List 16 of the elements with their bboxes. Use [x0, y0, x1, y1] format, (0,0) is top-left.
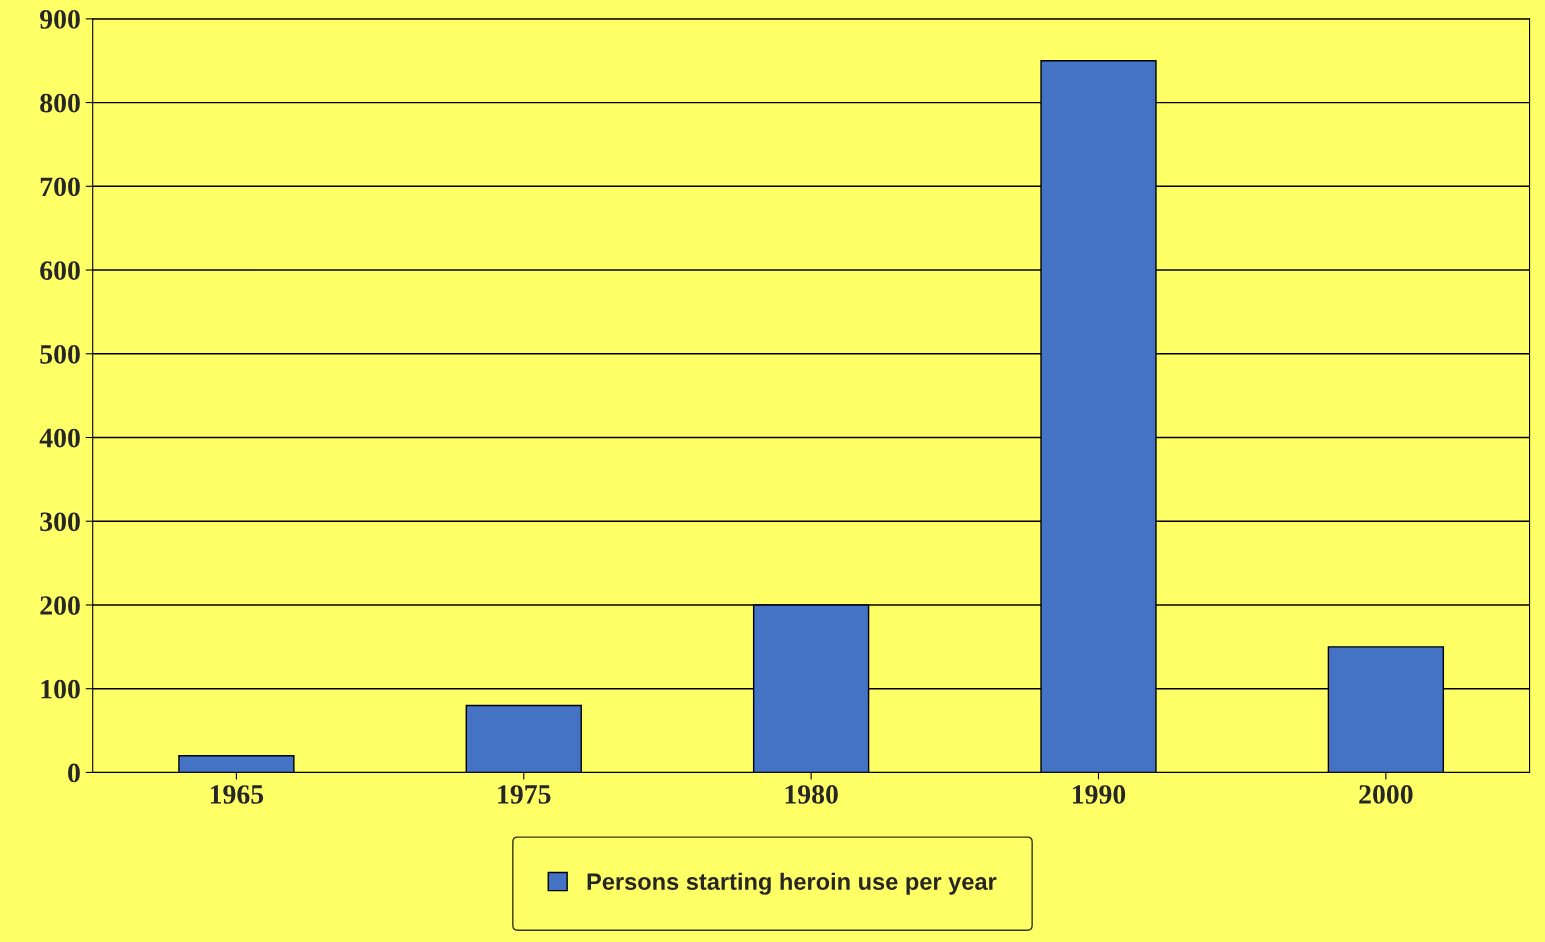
y-tick-label: 800 — [40, 93, 80, 113]
y-tick-label: 300 — [40, 512, 80, 532]
y-tick-label: 600 — [40, 261, 80, 280]
y-tick-label: 900 — [39, 10, 80, 29]
y-tick-label: 400 — [39, 428, 80, 448]
x-tick-label: 1980 — [785, 785, 838, 804]
x-tick-label: 1965 — [210, 785, 264, 804]
legend-label: Persons starting heroin use per year — [587, 872, 997, 895]
x-tick-label: 1975 — [498, 785, 551, 804]
y-tick-label: 200 — [40, 596, 80, 615]
y-tick-label: 500 — [40, 344, 80, 364]
y-tick-label: 0 — [68, 763, 80, 783]
y-tick-label: 700 — [40, 177, 80, 197]
y-tick-label: 100 — [41, 679, 80, 699]
x-tick-label: 1990 — [1072, 785, 1126, 804]
x-tick-label: 2000 — [1359, 785, 1413, 804]
